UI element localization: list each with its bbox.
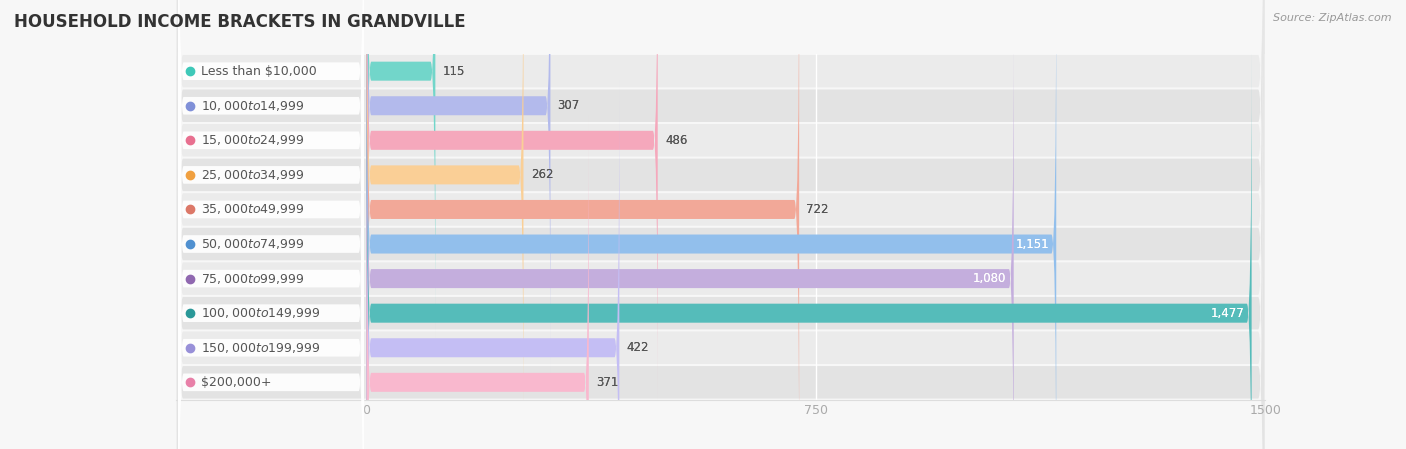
Text: 262: 262 (530, 168, 553, 181)
FancyBboxPatch shape (177, 0, 1264, 435)
FancyBboxPatch shape (367, 115, 589, 449)
Text: 1,151: 1,151 (1015, 238, 1049, 251)
Text: 262: 262 (530, 168, 553, 181)
FancyBboxPatch shape (367, 46, 1251, 449)
FancyBboxPatch shape (179, 0, 364, 443)
Text: 422: 422 (627, 341, 650, 354)
FancyBboxPatch shape (179, 0, 364, 449)
FancyBboxPatch shape (177, 0, 1264, 449)
FancyBboxPatch shape (367, 0, 1056, 449)
Text: Source: ZipAtlas.com: Source: ZipAtlas.com (1274, 13, 1392, 23)
Text: 115: 115 (443, 65, 465, 78)
FancyBboxPatch shape (367, 81, 620, 449)
Text: $150,000 to $199,999: $150,000 to $199,999 (201, 341, 321, 355)
FancyBboxPatch shape (179, 0, 364, 449)
FancyBboxPatch shape (177, 53, 1264, 449)
Text: $50,000 to $74,999: $50,000 to $74,999 (201, 237, 305, 251)
FancyBboxPatch shape (367, 0, 523, 442)
Text: $200,000+: $200,000+ (201, 376, 271, 389)
Text: 486: 486 (665, 134, 688, 147)
Text: 307: 307 (558, 99, 579, 112)
Text: 486: 486 (665, 134, 688, 147)
FancyBboxPatch shape (177, 0, 1264, 449)
Text: $25,000 to $34,999: $25,000 to $34,999 (201, 168, 305, 182)
Text: 422: 422 (627, 341, 650, 354)
Text: 1,080: 1,080 (973, 272, 1007, 285)
FancyBboxPatch shape (179, 0, 364, 374)
Text: 1,477: 1,477 (1211, 307, 1244, 320)
Text: 115: 115 (443, 65, 465, 78)
Text: $15,000 to $24,999: $15,000 to $24,999 (201, 133, 305, 147)
FancyBboxPatch shape (179, 0, 364, 449)
Text: $10,000 to $14,999: $10,000 to $14,999 (201, 99, 305, 113)
Text: 371: 371 (596, 376, 619, 389)
FancyBboxPatch shape (179, 0, 364, 449)
FancyBboxPatch shape (177, 0, 1264, 401)
FancyBboxPatch shape (367, 0, 436, 338)
Text: 371: 371 (596, 376, 619, 389)
Text: 307: 307 (558, 99, 579, 112)
Text: Less than $10,000: Less than $10,000 (201, 65, 316, 78)
Text: 722: 722 (806, 203, 828, 216)
FancyBboxPatch shape (179, 11, 364, 449)
FancyBboxPatch shape (367, 0, 658, 407)
Text: HOUSEHOLD INCOME BRACKETS IN GRANDVILLE: HOUSEHOLD INCOME BRACKETS IN GRANDVILLE (14, 13, 465, 31)
FancyBboxPatch shape (177, 0, 1264, 449)
FancyBboxPatch shape (367, 0, 550, 373)
FancyBboxPatch shape (367, 12, 1014, 449)
Text: $35,000 to $49,999: $35,000 to $49,999 (201, 202, 305, 216)
Text: 1,151: 1,151 (1015, 238, 1049, 251)
FancyBboxPatch shape (179, 80, 364, 449)
Text: 1,477: 1,477 (1211, 307, 1244, 320)
Text: $100,000 to $149,999: $100,000 to $149,999 (201, 306, 321, 320)
FancyBboxPatch shape (177, 0, 1264, 449)
Text: 1,080: 1,080 (973, 272, 1007, 285)
Text: 722: 722 (806, 203, 828, 216)
FancyBboxPatch shape (177, 0, 1264, 449)
FancyBboxPatch shape (179, 0, 364, 408)
FancyBboxPatch shape (177, 18, 1264, 449)
FancyBboxPatch shape (177, 0, 1264, 449)
Text: $75,000 to $99,999: $75,000 to $99,999 (201, 272, 305, 286)
FancyBboxPatch shape (367, 0, 799, 449)
FancyBboxPatch shape (179, 45, 364, 449)
